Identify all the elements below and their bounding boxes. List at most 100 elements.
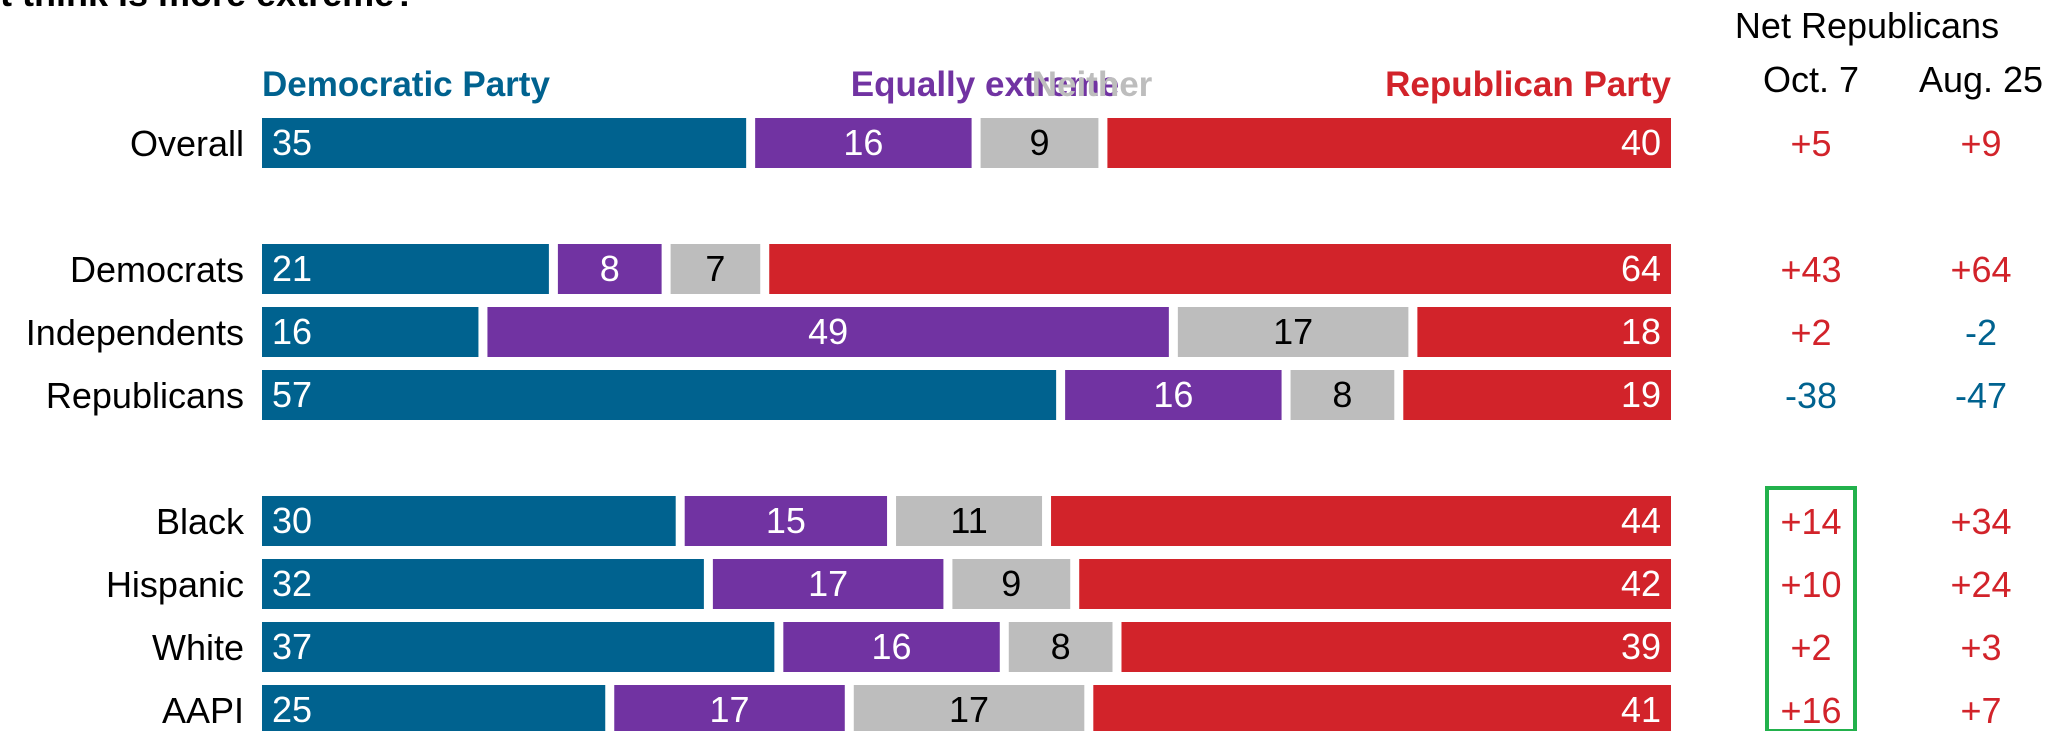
row-label: Democrats [70,249,244,290]
value-label-eq: 49 [808,311,848,352]
value-label-dem: 37 [272,626,312,667]
value-label-nei: 17 [949,689,989,730]
bar-eq [557,244,662,294]
bar-eq [1065,370,1282,420]
bar-eq [712,559,944,609]
bar-row: Overall 35 16 9 40 [130,118,1671,168]
bar-nei [670,244,761,294]
net-value: +3 [1960,627,2001,668]
net-value: -38 [1785,375,1837,416]
net-value: +2 [1790,627,1831,668]
value-label-nei: 9 [1001,563,1021,604]
legend-nei: Neither [1032,65,1153,104]
question-title: t think is more extreme? [0,0,416,14]
value-label-rep: 44 [1621,500,1661,541]
bar-nei [1177,307,1409,357]
bar-nei [1290,370,1395,420]
net-value: -2 [1965,312,1997,353]
value-label-rep: 19 [1621,374,1661,415]
net-values: +5 +9 +43 +64 +2 -2 -38 -47 +14 +34 +10 +24 +2 +3 +16 +… [1780,123,2011,731]
value-label-eq: 15 [766,500,806,541]
bar-rep [769,244,1671,294]
bar-dem [262,244,549,294]
net-header: Net Republicans [1735,5,1999,46]
bar-row: AAPI 25 17 17 41 [162,685,1671,731]
row-label: Republicans [46,375,244,416]
bar-eq [755,118,972,168]
value-label-rep: 41 [1621,689,1661,730]
value-label-eq: 16 [872,626,912,667]
bar-rep [1093,685,1671,731]
row-label: Overall [130,123,244,164]
bar-eq [783,622,1000,672]
bar-row: Black 30 15 11 44 [156,496,1671,546]
bar-dem [262,307,479,357]
value-label-eq: 16 [843,122,883,163]
bar-row: Democrats 21 8 7 64 [70,244,1671,294]
value-label-eq: 17 [808,563,848,604]
row-label: White [152,627,244,668]
value-label-eq: 17 [709,689,749,730]
bar-dem [262,622,775,672]
value-label-dem: 32 [272,563,312,604]
net-value: +9 [1960,123,2001,164]
net-col-header-0: Oct. 7 [1763,59,1859,100]
row-label: AAPI [162,690,244,731]
net-value: +7 [1960,690,2001,731]
value-label-rep: 42 [1621,563,1661,604]
row-label: Independents [26,312,244,353]
value-label-rep: 64 [1621,248,1661,289]
net-value: -47 [1955,375,2007,416]
net-value: +10 [1780,564,1841,605]
highlight-box [1765,486,1857,731]
net-value: +16 [1780,690,1841,731]
bar-dem [262,685,606,731]
bar-nei [952,559,1071,609]
bar-dem [262,496,676,546]
value-label-dem: 25 [272,689,312,730]
bar-rep [1079,559,1671,609]
net-value: +5 [1790,123,1831,164]
net-value: +43 [1780,249,1841,290]
bar-rep [1051,496,1671,546]
bar-row: Hispanic 32 17 9 42 [106,559,1671,609]
value-label-rep: 40 [1621,122,1661,163]
value-label-dem: 16 [272,311,312,352]
net-value: +24 [1950,564,2011,605]
bar-nei [1008,622,1113,672]
value-label-nei: 11 [950,500,987,541]
bar-dem [262,118,747,168]
value-label-rep: 39 [1621,626,1661,667]
net-value: +2 [1790,312,1831,353]
bar-rep [1121,622,1671,672]
bar-rep [1107,118,1671,168]
bar-nei [980,118,1099,168]
bar-dem [262,370,1057,420]
bar-eq [614,685,845,731]
bar-rep [1417,307,1671,357]
bar-rep [1403,370,1671,420]
bar-nei [896,496,1043,546]
net-col-header-1: Aug. 25 [1919,59,2043,100]
value-label-rep: 18 [1621,311,1661,352]
value-label-nei: 9 [1029,122,1049,163]
bar-row: Independents 16 49 17 18 [26,307,1671,357]
legend-rep: Republican Party [1385,65,1671,104]
net-column-headers: Oct. 7 Aug. 25 [1763,59,2043,100]
bar-row: Republicans 57 16 8 19 [46,370,1671,420]
value-label-nei: 17 [1273,311,1313,352]
bar-eq [487,307,1169,357]
value-label-eq: 8 [600,248,620,289]
bar-nei [853,685,1085,731]
net-value: +64 [1950,249,2011,290]
value-label-dem: 35 [272,122,312,163]
bar-eq [684,496,888,546]
value-label-dem: 21 [272,248,312,289]
legend-eq: Equally extreme [851,65,1119,104]
net-value: +34 [1950,501,2011,542]
value-label-dem: 57 [272,374,312,415]
row-label: Hispanic [106,564,244,605]
value-label-eq: 16 [1153,374,1193,415]
